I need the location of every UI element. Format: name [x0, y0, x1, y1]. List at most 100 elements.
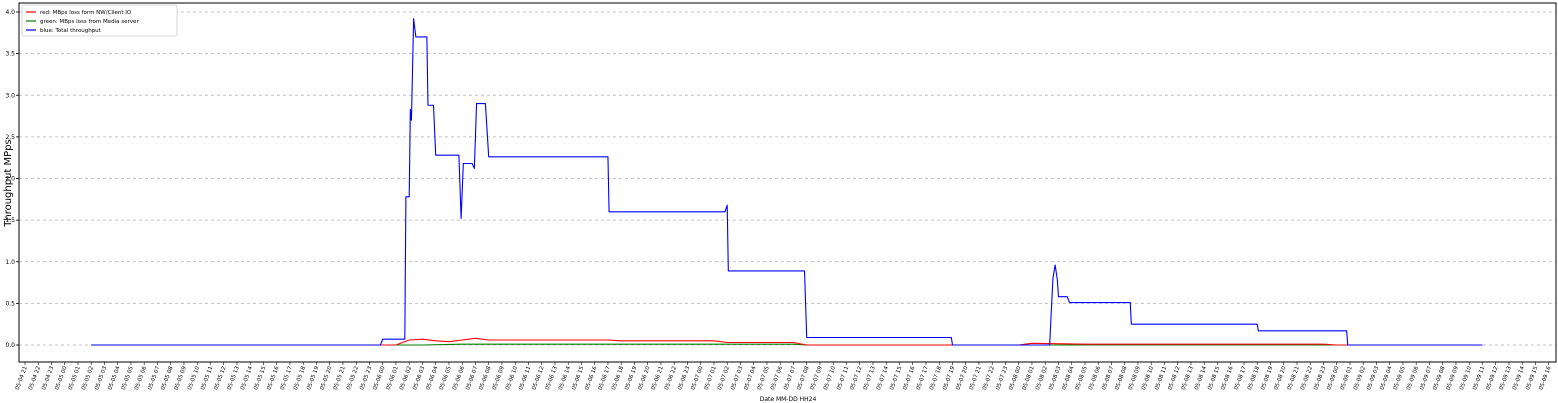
x-tick-label: 05-05 07 — [147, 365, 161, 391]
x-tick-label: 05-06 03 — [412, 365, 426, 391]
series-line — [91, 337, 1483, 346]
x-tick-label: 05-08 16 — [1220, 365, 1234, 391]
x-tick-label: 05-04 23 — [41, 365, 55, 391]
x-tick-label: 05-09 04 — [1379, 365, 1393, 391]
x-tick-label: 05-09 15 — [1525, 365, 1539, 391]
x-tick-label: 05-08 00 — [1008, 365, 1022, 391]
x-tick-label: 05-07 08 — [796, 365, 810, 391]
x-tick-label: 05-05 04 — [107, 365, 121, 391]
y-axis-label: Throughput MPps — [3, 139, 14, 227]
x-tick-label: 05-05 02 — [81, 366, 95, 391]
x-tick-label: 05-06 07 — [465, 365, 479, 391]
x-tick-label: 05-05 21 — [333, 366, 347, 391]
x-tick-label: 05-05 18 — [293, 365, 307, 391]
x-tick-label: 05-06 18 — [611, 365, 625, 391]
y-tick-label: 1.5 — [5, 217, 15, 224]
x-tick-label: 05-08 02 — [1035, 366, 1049, 391]
x-tick-label: 05-07 15 — [889, 365, 903, 391]
x-tick-label: 05-06 09 — [492, 365, 506, 391]
y-tick-label: 0.0 — [5, 342, 15, 349]
x-tick-label: 05-06 01 — [386, 366, 400, 391]
x-axis-label: Date MM-DD HH24 — [760, 396, 817, 403]
x-tick-label: 05-08 04 — [1061, 365, 1075, 391]
x-tick-label: 05-08 22 — [1300, 366, 1314, 391]
x-tick-label: 05-07 10 — [823, 365, 837, 391]
x-tick-label: 05-05 06 — [134, 365, 148, 391]
x-tick-label: 05-05 12 — [213, 366, 227, 391]
x-tick-label: 05-06 12 — [531, 366, 545, 391]
x-tick-label: 05-06 14 — [558, 365, 572, 391]
x-tick-label: 05-06 08 — [478, 365, 492, 391]
x-tick-label: 05-08 01 — [1022, 366, 1036, 391]
x-tick-label: 05-07 05 — [757, 365, 771, 391]
legend: red: MBps loss form NW/Client IO green: M… — [21, 4, 178, 37]
x-tick-label: 05-07 17 — [916, 365, 930, 391]
x-tick-label: 05-09 01 — [1340, 366, 1354, 391]
x-tick-label: 05-07 00 — [690, 365, 704, 391]
x-tick-label: 05-08 18 — [1247, 365, 1261, 391]
y-tick-label: 0.5 — [5, 300, 15, 307]
y-tick-label: 3.5 — [5, 51, 15, 58]
x-tick-label: 05-09 13 — [1499, 365, 1513, 391]
x-tick-label: 05-08 12 — [1167, 366, 1181, 391]
x-tick-label: 05-06 21 — [651, 366, 665, 391]
x-tick-label: 05-07 19 — [942, 365, 956, 391]
grid-lines — [19, 11, 1556, 346]
x-tick-label: 05-08 23 — [1313, 365, 1327, 391]
x-tick-label: 05-07 13 — [863, 365, 877, 391]
x-tick-label: 05-07 22 — [982, 366, 996, 391]
x-tick-label: 05-05 14 — [240, 365, 254, 391]
legend-label: green: MBps loss from Media server — [40, 19, 139, 25]
x-tick-label: 05-06 15 — [571, 365, 585, 391]
x-tick-label: 05-06 23 — [677, 365, 691, 391]
x-tick-label: 05-05 15 — [253, 365, 267, 391]
y-axis-ticks: 0.0 0.5 1.0 1.5 2.0 2.5 3.0 3.5 4.0 — [5, 9, 19, 349]
x-tick-label: 05-06 10 — [505, 365, 519, 391]
y-tick-label: 4.0 — [5, 9, 15, 16]
x-tick-label: 05-09 07 — [1419, 365, 1433, 391]
x-tick-label: 05-08 13 — [1181, 365, 1195, 391]
series-lines — [91, 18, 1483, 346]
x-tick-label: 05-08 17 — [1234, 365, 1248, 391]
x-tick-label: 05-09 11 — [1472, 366, 1486, 391]
x-tick-label: 05-04 21 — [15, 366, 29, 391]
x-tick-label: 05-07 14 — [876, 365, 890, 391]
x-tick-label: 05-08 05 — [1075, 365, 1089, 391]
y-tick-label: 1.0 — [5, 259, 15, 266]
x-tick-label: 05-05 16 — [266, 365, 280, 391]
x-tick-label: 05-06 16 — [584, 365, 598, 391]
x-tick-label: 05-07 03 — [730, 365, 744, 391]
x-tick-label: 05-07 18 — [929, 365, 943, 391]
x-tick-label: 05-05 13 — [227, 365, 241, 391]
x-tick-label: 05-08 20 — [1273, 365, 1287, 391]
x-tick-label: 05-09 03 — [1366, 365, 1380, 391]
y-tick-label: 2.5 — [5, 134, 15, 141]
x-tick-label: 05-09 12 — [1485, 366, 1499, 391]
legend-label: blue: Total throughput — [40, 28, 102, 34]
x-tick-label: 05-05 23 — [359, 365, 373, 391]
x-tick-label: 05-05 08 — [160, 365, 174, 391]
x-axis-ticks: 05-04 21 05-04 22 05-04 23 05-05 00 05-05 01… — [15, 362, 1553, 391]
x-tick-label: 05-06 20 — [637, 365, 651, 391]
series-line — [91, 18, 1483, 346]
x-tick-label: 05-06 06 — [452, 365, 466, 391]
x-tick-label: 05-09 02 — [1353, 366, 1367, 391]
x-tick-label: 05-05 11 — [200, 366, 214, 391]
x-tick-label: 05-05 00 — [54, 365, 68, 391]
x-tick-label: 05-08 10 — [1141, 365, 1155, 391]
x-tick-label: 05-06 05 — [439, 365, 453, 391]
x-tick-label: 05-08 07 — [1101, 365, 1115, 391]
x-tick-label: 05-07 16 — [902, 365, 916, 391]
x-tick-label: 05-09 09 — [1446, 365, 1460, 391]
x-tick-label: 05-09 05 — [1393, 365, 1407, 391]
x-tick-label: 05-09 08 — [1432, 365, 1446, 391]
x-tick-label: 05-04 22 — [28, 366, 42, 391]
x-tick-label: 05-06 04 — [425, 365, 439, 391]
x-tick-label: 05-05 22 — [346, 366, 360, 391]
x-tick-label: 05-05 10 — [187, 365, 201, 391]
x-tick-label: 05-07 11 — [836, 366, 850, 391]
x-tick-label: 05-05 03 — [94, 365, 108, 391]
legend-box — [21, 4, 178, 37]
x-tick-label: 05-08 11 — [1154, 366, 1168, 391]
x-tick-label: 05-07 12 — [849, 366, 863, 391]
